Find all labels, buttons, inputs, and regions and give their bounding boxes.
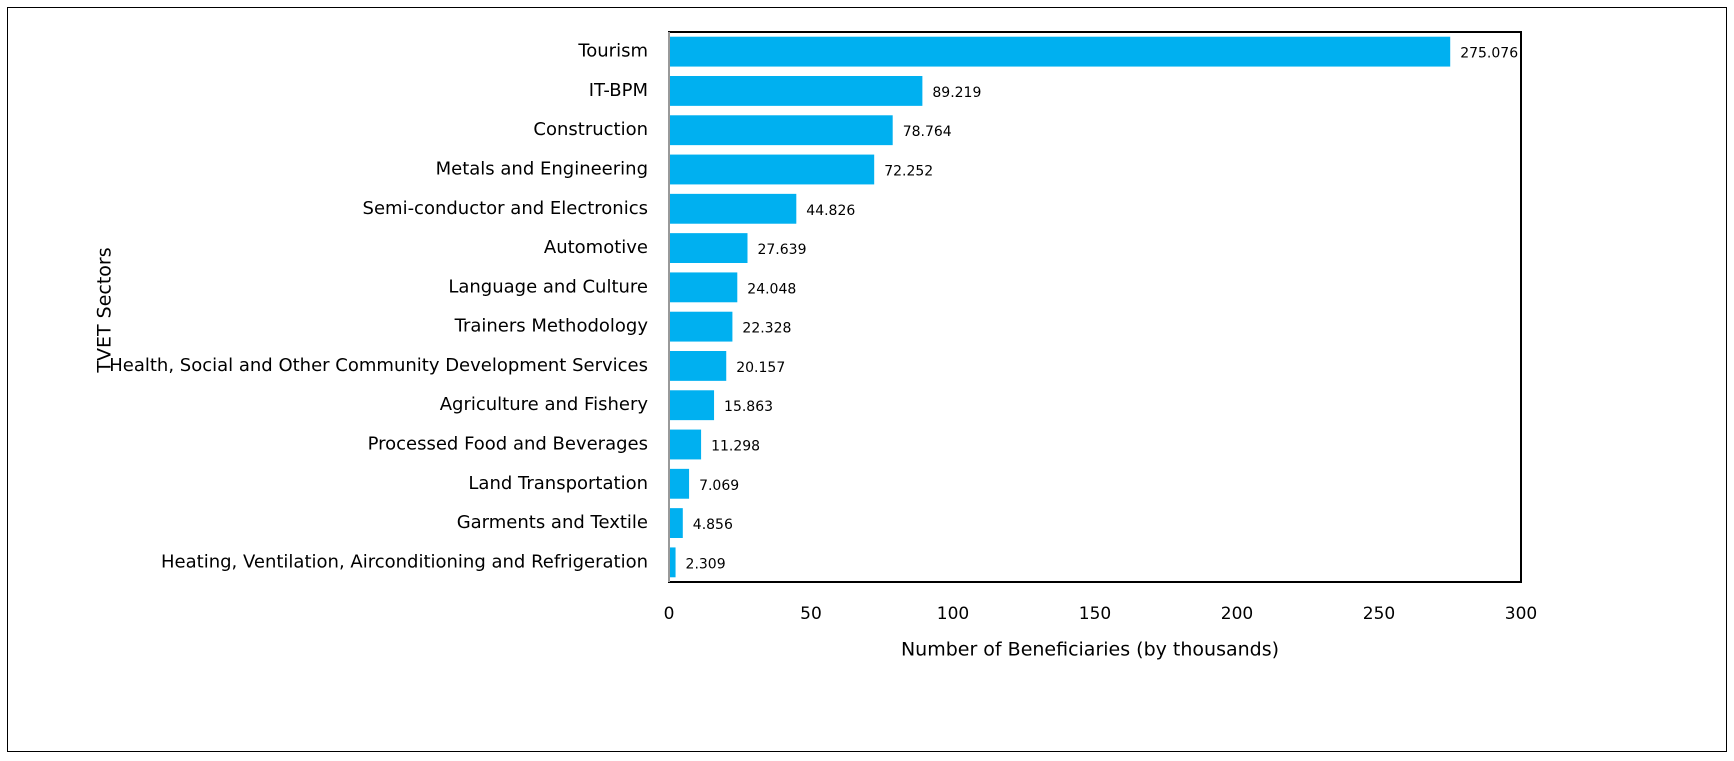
value-label: 72.252 bbox=[884, 164, 933, 180]
y-tick-label: Language and Culture bbox=[448, 276, 648, 297]
y-tick-label: Heating, Ventilation, Airconditioning an… bbox=[161, 551, 648, 572]
y-tick-label: Processed Food and Beverages bbox=[368, 434, 648, 455]
y-tick-label: Semi-conductor and Electronics bbox=[363, 198, 648, 219]
x-tick-label: 50 bbox=[800, 604, 822, 624]
bar bbox=[669, 115, 893, 146]
bar bbox=[669, 429, 702, 460]
value-label: 4.856 bbox=[693, 517, 733, 533]
value-label: 22.328 bbox=[742, 321, 791, 337]
bar bbox=[669, 76, 923, 106]
bar bbox=[669, 390, 715, 421]
value-label: 89.219 bbox=[932, 85, 981, 101]
y-tick-label: Garments and Textile bbox=[457, 512, 648, 533]
y-tick-label: Construction bbox=[533, 119, 648, 140]
y-tick-label: Trainers Methodology bbox=[454, 316, 649, 337]
bar bbox=[669, 547, 676, 578]
y-tick-label: Land Transportation bbox=[468, 473, 648, 494]
x-tick-label: 250 bbox=[1363, 604, 1395, 624]
outer-border bbox=[7, 7, 1727, 752]
value-label: 15.863 bbox=[724, 399, 773, 415]
y-tick-label: Metals and Engineering bbox=[436, 159, 648, 180]
value-label: 2.309 bbox=[686, 556, 726, 572]
y-tick-label: Tourism bbox=[577, 41, 648, 62]
x-tick-label: 300 bbox=[1505, 604, 1537, 624]
value-label: 20.157 bbox=[736, 360, 785, 376]
bar bbox=[669, 351, 727, 381]
x-tick-label: 100 bbox=[937, 604, 969, 624]
value-label: 44.826 bbox=[806, 203, 855, 219]
bar bbox=[669, 233, 748, 263]
bar bbox=[669, 272, 738, 303]
y-tick-label: Health, Social and Other Community Devel… bbox=[109, 355, 648, 376]
x-tick-label: 200 bbox=[1221, 604, 1253, 624]
y-tick-label: Automotive bbox=[544, 237, 648, 258]
bar bbox=[669, 508, 683, 538]
bar bbox=[669, 311, 733, 342]
bar bbox=[669, 468, 690, 499]
y-tick-label: Agriculture and Fishery bbox=[440, 394, 649, 415]
y-tick-label: IT-BPM bbox=[589, 80, 648, 101]
x-tick-label: 0 bbox=[664, 604, 675, 624]
plot-frame bbox=[668, 31, 1522, 583]
y-axis-title: TVET Sectors bbox=[94, 247, 116, 373]
value-label: 24.048 bbox=[747, 281, 796, 297]
value-label: 275.076 bbox=[1460, 46, 1518, 62]
value-label: 78.764 bbox=[903, 124, 952, 140]
x-tick-label: 150 bbox=[1079, 604, 1111, 624]
value-label: 27.639 bbox=[757, 242, 806, 258]
bar bbox=[669, 193, 797, 224]
bar bbox=[669, 36, 1451, 67]
value-label: 7.069 bbox=[699, 478, 739, 494]
value-label: 11.298 bbox=[711, 439, 760, 455]
bar bbox=[669, 154, 875, 185]
x-axis-title: Number of Beneficiaries (by thousands) bbox=[901, 639, 1279, 661]
